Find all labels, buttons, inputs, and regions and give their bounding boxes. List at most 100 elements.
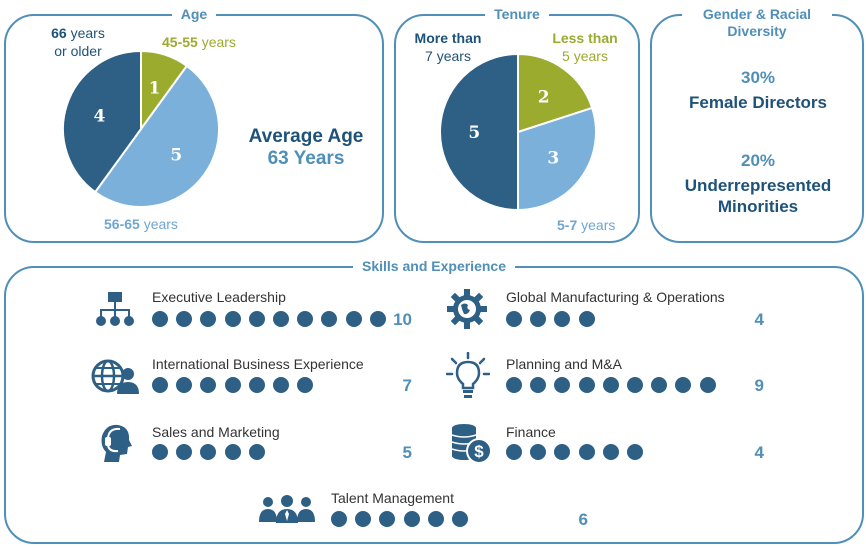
age-title: Age [6,6,382,22]
tenure-label-5-7: 5-7 years [557,217,616,233]
skill-count-finance: 4 [754,443,764,462]
skill-dot [530,311,547,327]
skill-dot [152,377,168,393]
age-slice-2 [62,50,142,194]
skill-dot [379,511,396,527]
skill-count-international-business: 7 [402,376,412,395]
skill-count-global-manufacturing: 4 [754,310,764,329]
skill-dot [248,377,265,393]
age-panel: Age [4,6,384,243]
skill-dot [152,444,168,460]
skill-label-planning-ma: Planning and M&A [506,356,622,372]
skill-dot [248,311,265,327]
skill-dot [602,377,619,393]
minorities-label-line2: Minorities [717,197,799,216]
skill-dot [152,311,168,327]
skill-label-talent-management: Talent Management [331,490,454,506]
skill-dot [224,311,241,327]
age-slice-label-2: 4 [94,107,106,127]
tenure-label-more-than-7: More than 7 years [414,30,482,64]
skill-dot [427,511,444,527]
skill-dot [627,377,643,393]
tenure-slice-2 [439,53,519,211]
skill-dot [200,311,217,327]
diversity-title: Gender & Racial Diversity [682,6,832,40]
skill-dot [200,444,217,460]
skill-dot [699,377,716,393]
skill-dot [554,444,571,460]
skill-dot [321,311,338,327]
skill-dot [602,444,619,460]
skill-dot [651,377,668,393]
age-label-66-plus: 66 years or older [51,25,105,59]
skill-label-global-manufacturing: Global Manufacturing & Operations [506,289,725,305]
skill-dot [297,377,314,393]
age-label-56-65: 56-65 years [104,216,178,232]
org-chart-icon [96,292,134,326]
age-pie-chart: 1 5 4 [62,50,220,208]
skill-dot [675,377,692,393]
skills-panel: Skills and Experience [4,258,864,544]
skill-dot [452,511,468,527]
tenure-slice-0 [517,53,594,134]
skill-dot [176,311,193,327]
tenure-slice-label-1: 3 [547,149,559,169]
gear-globe-icon [447,289,487,329]
skill-dot [403,511,420,527]
skill-dot [578,311,595,327]
skill-label-finance: Finance [506,424,556,440]
skill-dot [506,311,522,327]
skill-dot [297,311,314,327]
skill-dot [200,377,217,393]
globe-person-icon [91,359,139,394]
skill-dot [331,511,347,527]
skill-dot [554,311,571,327]
skill-dot [578,444,595,460]
age-slice-label-0: 1 [149,78,161,98]
minorities-pct: 20% [740,151,776,170]
skill-label-sales-marketing: Sales and Marketing [152,424,280,440]
skill-dot [530,377,547,393]
average-age: Average Age 63 Years [248,126,364,169]
skill-dot [224,377,241,393]
skill-dot [273,377,289,393]
female-directors-pct: 30% [740,68,776,87]
skill-dot [345,311,362,327]
age-slice-label-1: 5 [170,146,182,166]
diversity-panel: Gender & Racial Diversity 30% Female Dire… [650,6,864,243]
skill-dot [369,311,386,327]
headset-icon [101,424,132,462]
tenure-title: Tenure [396,6,638,22]
skill-dot [530,444,547,460]
tenure-slice-label-0: 2 [538,88,550,108]
skill-dot [273,311,289,327]
skill-label-international-business: International Business Experience [152,356,364,372]
age-label-45-55: 45-55 years [162,34,236,50]
skill-dot [627,444,643,460]
skill-dot [578,377,595,393]
age-slice-1 [93,64,220,208]
tenure-panel: Tenure [394,6,640,243]
coins-dollar-icon: $ [451,424,492,464]
tenure-slice-label-2: 5 [468,123,480,143]
tenure-slice-1 [517,106,597,211]
skill-count-talent-management: 6 [578,510,588,529]
skill-dot [506,377,522,393]
skill-dot [176,377,193,393]
skill-dot [224,444,241,460]
tenure-label-less-than-5: Less than 5 years [552,30,618,64]
skill-dot [554,377,571,393]
minorities-label-line1: Underrepresented [684,176,832,195]
skill-count-sales-marketing: 5 [402,443,412,462]
female-directors-label: Female Directors [689,93,827,112]
skills-title: Skills and Experience [6,258,862,274]
people-group-icon [259,495,315,523]
skill-label-executive-leadership: Executive Leadership [152,289,286,305]
skill-count-planning-ma: 9 [754,376,764,395]
skill-count-executive-leadership: 10 [393,310,412,329]
lightbulb-icon [446,352,490,398]
skill-dot [176,444,193,460]
skill-dot [506,444,522,460]
skill-dot [355,511,372,527]
tenure-pie-chart: 2 3 5 [439,53,597,211]
